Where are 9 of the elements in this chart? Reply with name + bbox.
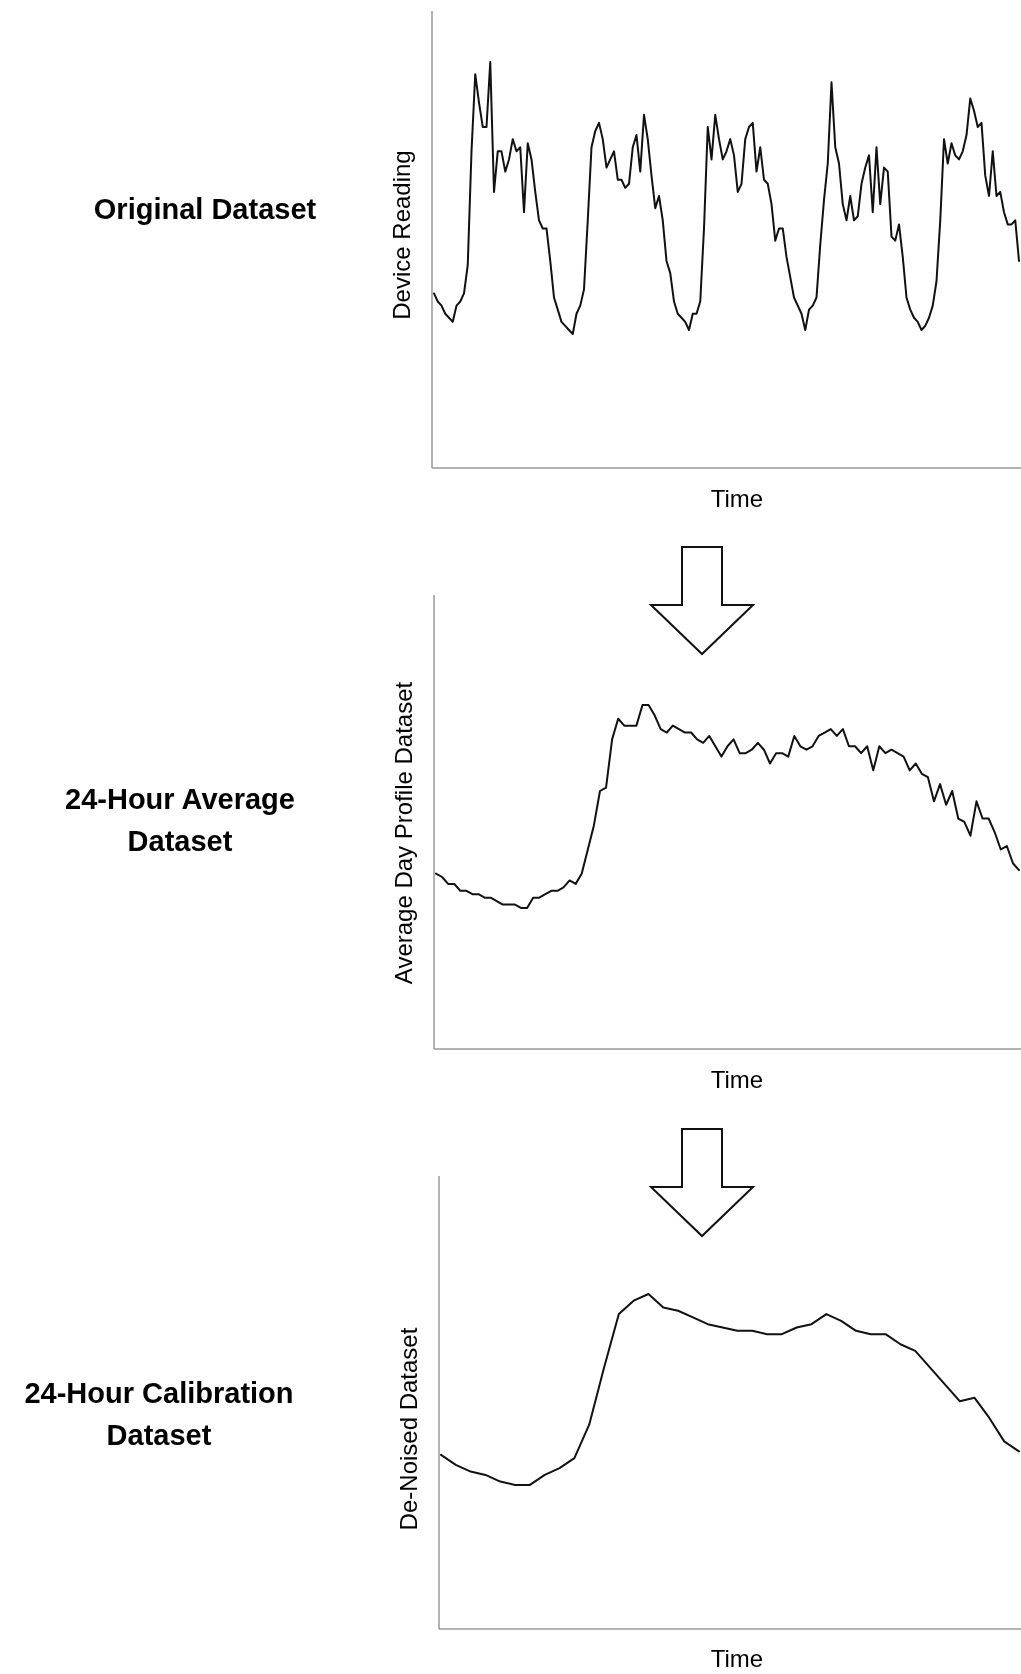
text: Original Dataset bbox=[93, 193, 317, 225]
text: 24-Hour Calibration Dataset bbox=[24, 1377, 294, 1451]
x-axis-title: Time bbox=[710, 1645, 764, 1672]
x-axis-title: Time bbox=[710, 485, 764, 512]
y-axis-title: De-Noised Dataset bbox=[395, 1327, 422, 1531]
x-axis-title: Time bbox=[710, 1066, 764, 1093]
text: 24-Hour Average Dataset bbox=[65, 783, 295, 857]
y-axis-title: Device Reading bbox=[388, 150, 415, 320]
y-axis-title: Average Day Profile Dataset bbox=[390, 681, 417, 985]
